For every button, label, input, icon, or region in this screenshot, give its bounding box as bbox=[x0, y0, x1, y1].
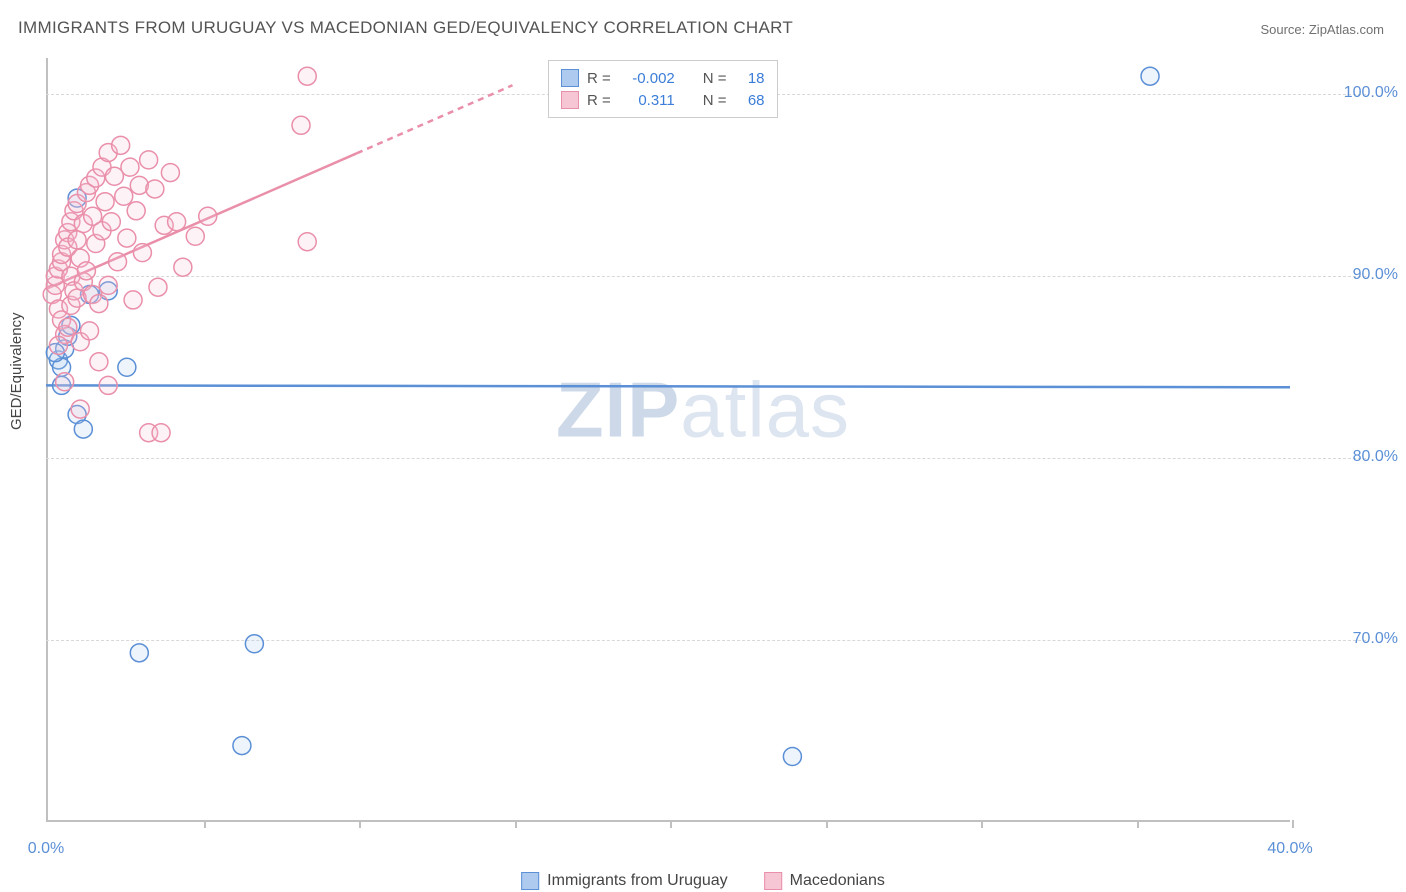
r-label: R = bbox=[587, 92, 611, 109]
r-value: 0.311 bbox=[619, 92, 675, 109]
series-legend: Immigrants from Uruguay Macedonians bbox=[521, 872, 885, 890]
legend-swatch bbox=[561, 91, 579, 109]
y-tick-label: 100.0% bbox=[1318, 84, 1398, 102]
r-value: -0.002 bbox=[619, 70, 675, 87]
chart-title: IMMIGRANTS FROM URUGUAY VS MACEDONIAN GE… bbox=[18, 18, 793, 38]
y-tick-label: 90.0% bbox=[1318, 266, 1398, 284]
x-tick-label: 40.0% bbox=[1260, 840, 1320, 858]
correlation-legend: R = -0.002 N = 18 R = 0.311 N = 68 bbox=[548, 60, 778, 118]
y-tick-label: 70.0% bbox=[1318, 630, 1398, 648]
n-label: N = bbox=[703, 70, 727, 87]
legend-label: Macedonians bbox=[790, 872, 885, 890]
legend-row: R = 0.311 N = 68 bbox=[561, 89, 765, 111]
n-value: 18 bbox=[735, 70, 765, 87]
legend-item: Immigrants from Uruguay bbox=[521, 872, 728, 890]
legend-swatch bbox=[764, 872, 782, 890]
x-tick-label: 0.0% bbox=[16, 840, 76, 858]
n-value: 68 bbox=[735, 92, 765, 109]
legend-swatch bbox=[561, 69, 579, 87]
legend-label: Immigrants from Uruguay bbox=[547, 872, 728, 890]
scatter-plot bbox=[46, 58, 1290, 822]
x-tick bbox=[1292, 820, 1294, 828]
n-label: N = bbox=[703, 92, 727, 109]
r-label: R = bbox=[587, 70, 611, 87]
source-label: Source: ZipAtlas.com bbox=[1260, 22, 1384, 37]
legend-row: R = -0.002 N = 18 bbox=[561, 67, 765, 89]
legend-swatch bbox=[521, 872, 539, 890]
legend-item: Macedonians bbox=[764, 872, 885, 890]
y-axis-title: GED/Equivalency bbox=[8, 312, 25, 430]
y-tick-label: 80.0% bbox=[1318, 448, 1398, 466]
